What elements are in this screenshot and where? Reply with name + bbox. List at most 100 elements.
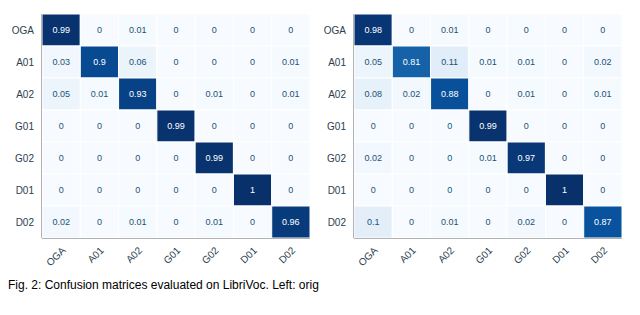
svg-text:G02: G02 bbox=[200, 244, 221, 265]
svg-text:0: 0 bbox=[485, 217, 490, 227]
svg-text:0.01: 0.01 bbox=[129, 217, 147, 227]
svg-text:0.9: 0.9 bbox=[93, 57, 106, 67]
svg-text:0.01: 0.01 bbox=[282, 89, 300, 99]
svg-text:0: 0 bbox=[288, 121, 293, 131]
svg-text:0.96: 0.96 bbox=[282, 217, 300, 227]
svg-text:G01: G01 bbox=[473, 244, 494, 265]
svg-text:0: 0 bbox=[600, 25, 605, 35]
svg-text:0: 0 bbox=[485, 185, 490, 195]
svg-text:0.99: 0.99 bbox=[52, 25, 70, 35]
svg-text:0.97: 0.97 bbox=[518, 153, 536, 163]
svg-text:D02: D02 bbox=[328, 217, 347, 228]
svg-text:0.01: 0.01 bbox=[594, 89, 612, 99]
svg-text:0: 0 bbox=[97, 153, 102, 163]
svg-text:A01: A01 bbox=[16, 57, 34, 68]
svg-text:0.87: 0.87 bbox=[594, 217, 612, 227]
svg-text:OGA: OGA bbox=[44, 244, 68, 268]
svg-text:0.03: 0.03 bbox=[52, 57, 70, 67]
svg-text:0: 0 bbox=[135, 121, 140, 131]
svg-text:G01: G01 bbox=[327, 121, 346, 132]
svg-text:0: 0 bbox=[173, 217, 178, 227]
svg-text:OGA: OGA bbox=[12, 25, 35, 36]
svg-text:0: 0 bbox=[135, 153, 140, 163]
svg-text:0: 0 bbox=[288, 153, 293, 163]
svg-text:0.08: 0.08 bbox=[364, 89, 382, 99]
svg-text:0: 0 bbox=[173, 25, 178, 35]
svg-text:0: 0 bbox=[250, 217, 255, 227]
svg-text:0: 0 bbox=[250, 153, 255, 163]
svg-text:0.01: 0.01 bbox=[479, 57, 497, 67]
svg-text:0: 0 bbox=[97, 185, 102, 195]
svg-text:0: 0 bbox=[562, 217, 567, 227]
svg-text:0: 0 bbox=[212, 57, 217, 67]
svg-text:0: 0 bbox=[173, 89, 178, 99]
svg-text:0: 0 bbox=[524, 25, 529, 35]
svg-text:0.01: 0.01 bbox=[479, 153, 497, 163]
svg-text:OGA: OGA bbox=[324, 25, 347, 36]
svg-text:A02: A02 bbox=[328, 89, 346, 100]
svg-text:0.01: 0.01 bbox=[206, 89, 224, 99]
svg-text:0: 0 bbox=[250, 25, 255, 35]
svg-text:G02: G02 bbox=[15, 153, 34, 164]
svg-text:0: 0 bbox=[97, 217, 102, 227]
svg-text:A01: A01 bbox=[328, 57, 346, 68]
svg-text:0: 0 bbox=[409, 217, 414, 227]
svg-text:OGA: OGA bbox=[356, 244, 380, 268]
svg-text:A01: A01 bbox=[86, 244, 107, 265]
svg-text:D02: D02 bbox=[589, 244, 610, 265]
svg-text:0: 0 bbox=[97, 121, 102, 131]
svg-text:0.01: 0.01 bbox=[91, 89, 109, 99]
svg-text:0: 0 bbox=[600, 121, 605, 131]
svg-text:0: 0 bbox=[250, 57, 255, 67]
svg-text:D01: D01 bbox=[550, 244, 571, 265]
svg-text:D02: D02 bbox=[16, 217, 35, 228]
svg-text:0: 0 bbox=[409, 25, 414, 35]
svg-text:0: 0 bbox=[409, 153, 414, 163]
svg-text:0: 0 bbox=[59, 185, 64, 195]
svg-text:D01: D01 bbox=[328, 185, 347, 196]
svg-text:0.06: 0.06 bbox=[129, 57, 147, 67]
svg-text:0.99: 0.99 bbox=[167, 121, 185, 131]
svg-text:0.81: 0.81 bbox=[403, 57, 421, 67]
svg-text:0: 0 bbox=[135, 185, 140, 195]
svg-text:0: 0 bbox=[562, 153, 567, 163]
svg-text:1: 1 bbox=[250, 185, 255, 195]
svg-text:0: 0 bbox=[524, 121, 529, 131]
svg-text:0: 0 bbox=[447, 121, 452, 131]
svg-text:0.01: 0.01 bbox=[129, 25, 147, 35]
svg-text:G02: G02 bbox=[327, 153, 346, 164]
svg-text:0.93: 0.93 bbox=[129, 89, 147, 99]
svg-text:0.01: 0.01 bbox=[518, 89, 536, 99]
svg-text:0: 0 bbox=[250, 89, 255, 99]
svg-text:A02: A02 bbox=[16, 89, 34, 100]
svg-text:0: 0 bbox=[371, 121, 376, 131]
svg-text:0: 0 bbox=[59, 121, 64, 131]
svg-text:A02: A02 bbox=[124, 244, 145, 265]
svg-text:0: 0 bbox=[288, 25, 293, 35]
svg-text:0: 0 bbox=[409, 121, 414, 131]
svg-text:0: 0 bbox=[59, 153, 64, 163]
svg-text:0: 0 bbox=[288, 185, 293, 195]
svg-text:0.99: 0.99 bbox=[206, 153, 224, 163]
svg-text:0: 0 bbox=[600, 185, 605, 195]
svg-text:0: 0 bbox=[485, 89, 490, 99]
svg-text:0.05: 0.05 bbox=[364, 57, 382, 67]
svg-text:0: 0 bbox=[212, 25, 217, 35]
svg-text:0.1: 0.1 bbox=[367, 217, 380, 227]
svg-text:0: 0 bbox=[409, 185, 414, 195]
svg-text:0: 0 bbox=[562, 121, 567, 131]
svg-text:0: 0 bbox=[173, 185, 178, 195]
svg-text:0.05: 0.05 bbox=[52, 89, 70, 99]
svg-text:0: 0 bbox=[562, 57, 567, 67]
svg-text:0: 0 bbox=[212, 185, 217, 195]
svg-text:0.98: 0.98 bbox=[364, 25, 382, 35]
svg-text:0: 0 bbox=[485, 25, 490, 35]
svg-text:G01: G01 bbox=[15, 121, 34, 132]
svg-text:0: 0 bbox=[562, 89, 567, 99]
svg-text:0.11: 0.11 bbox=[441, 57, 458, 67]
svg-text:0.01: 0.01 bbox=[441, 217, 459, 227]
svg-text:0: 0 bbox=[447, 153, 452, 163]
svg-text:D01: D01 bbox=[16, 185, 35, 196]
svg-text:0.01: 0.01 bbox=[282, 57, 300, 67]
svg-text:D01: D01 bbox=[238, 244, 259, 265]
